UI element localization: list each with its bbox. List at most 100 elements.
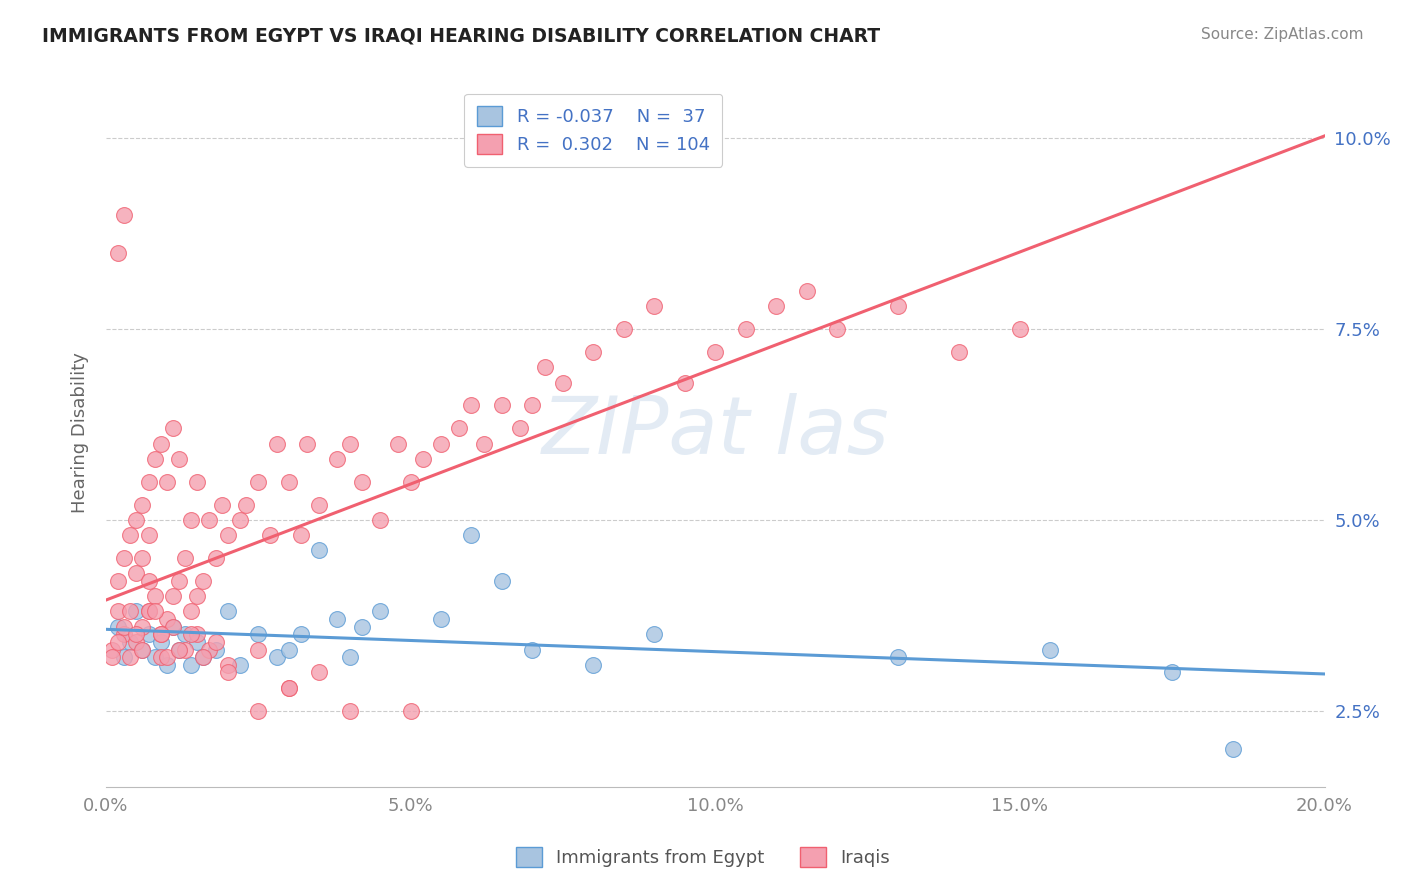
Point: [180, 657, 202, 672]
Point: [430, 612, 453, 626]
Point: [460, 399, 482, 413]
Point: [131, 551, 153, 566]
Point: [186, 589, 208, 603]
Point: [491, 399, 513, 413]
Point: [149, 635, 172, 649]
Point: [704, 345, 727, 359]
Text: ZIPat las: ZIPat las: [541, 393, 889, 471]
Point: [522, 642, 544, 657]
Point: [193, 650, 215, 665]
Point: [217, 665, 239, 680]
Point: [167, 642, 190, 657]
Point: [217, 604, 239, 618]
Point: [174, 642, 197, 657]
Point: [180, 627, 202, 641]
Point: [180, 513, 202, 527]
Point: [138, 475, 160, 489]
Point: [491, 574, 513, 588]
Point: [138, 528, 160, 542]
Point: [399, 704, 422, 718]
Point: [887, 650, 910, 665]
Point: [1161, 665, 1184, 680]
Point: [174, 551, 197, 566]
Point: [138, 604, 160, 618]
Point: [229, 513, 252, 527]
Point: [180, 604, 202, 618]
Point: [138, 627, 160, 641]
Point: [101, 642, 124, 657]
Point: [125, 635, 148, 649]
Y-axis label: Hearing Disability: Hearing Disability: [72, 351, 89, 513]
Point: [217, 528, 239, 542]
Point: [186, 475, 208, 489]
Point: [399, 475, 422, 489]
Point: [149, 627, 172, 641]
Point: [673, 376, 696, 390]
Point: [143, 589, 166, 603]
Point: [796, 284, 818, 298]
Point: [582, 345, 605, 359]
Point: [295, 436, 318, 450]
Point: [368, 513, 391, 527]
Point: [198, 513, 221, 527]
Point: [308, 498, 330, 512]
Point: [143, 604, 166, 618]
Point: [112, 627, 135, 641]
Point: [131, 642, 153, 657]
Point: [120, 650, 142, 665]
Point: [193, 574, 215, 588]
Point: [643, 299, 665, 313]
Point: [112, 650, 135, 665]
Point: [266, 650, 288, 665]
Point: [430, 436, 453, 450]
Point: [149, 650, 172, 665]
Point: [1222, 741, 1244, 756]
Point: [107, 620, 129, 634]
Point: [131, 642, 153, 657]
Point: [138, 604, 160, 618]
Point: [582, 657, 605, 672]
Point: [120, 604, 142, 618]
Point: [350, 475, 373, 489]
Point: [339, 650, 361, 665]
Point: [125, 627, 148, 641]
Point: [107, 574, 129, 588]
Point: [765, 299, 787, 313]
Point: [948, 345, 970, 359]
Point: [277, 681, 299, 695]
Point: [112, 208, 135, 222]
Legend: Immigrants from Egypt, Iraqis: Immigrants from Egypt, Iraqis: [509, 839, 897, 874]
Point: [887, 299, 910, 313]
Point: [156, 657, 179, 672]
Point: [107, 604, 129, 618]
Point: [460, 528, 482, 542]
Point: [290, 627, 312, 641]
Point: [247, 627, 270, 641]
Point: [266, 436, 288, 450]
Point: [143, 650, 166, 665]
Point: [472, 436, 495, 450]
Point: [308, 543, 330, 558]
Point: [204, 642, 226, 657]
Point: [131, 498, 153, 512]
Point: [339, 436, 361, 450]
Point: [120, 635, 142, 649]
Point: [131, 620, 153, 634]
Point: [339, 704, 361, 718]
Point: [412, 451, 434, 466]
Point: [217, 657, 239, 672]
Legend: R = -0.037    N =  37, R =  0.302    N = 104: R = -0.037 N = 37, R = 0.302 N = 104: [464, 94, 723, 167]
Point: [509, 421, 531, 435]
Point: [522, 399, 544, 413]
Point: [107, 635, 129, 649]
Point: [162, 620, 184, 634]
Point: [204, 635, 226, 649]
Point: [643, 627, 665, 641]
Point: [259, 528, 281, 542]
Point: [211, 498, 233, 512]
Point: [107, 246, 129, 260]
Point: [229, 657, 252, 672]
Point: [167, 642, 190, 657]
Point: [368, 604, 391, 618]
Point: [167, 574, 190, 588]
